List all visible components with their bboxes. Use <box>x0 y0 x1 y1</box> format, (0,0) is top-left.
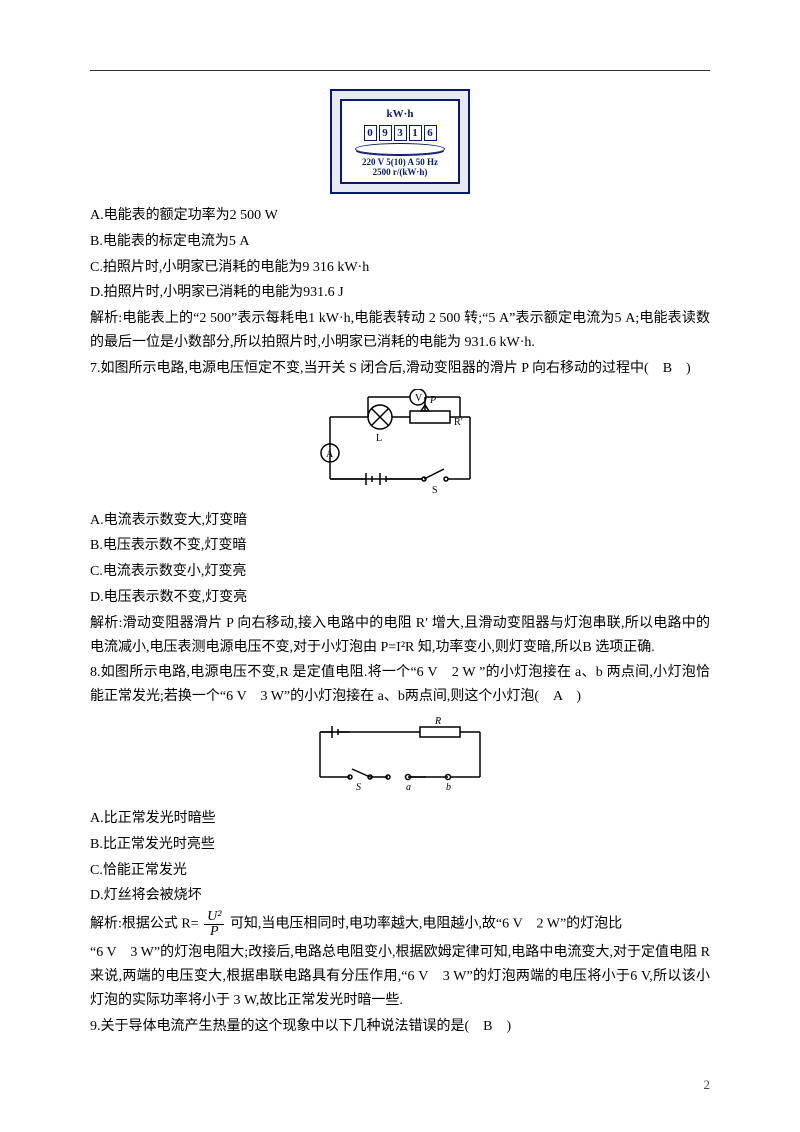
q8-option-a: A.比正常发光时暗些 <box>90 807 710 831</box>
q8-circuit-wrapper: R b a S <box>90 717 710 797</box>
q8-formula-denominator: P <box>204 925 224 939</box>
svg-text:R: R <box>434 717 441 727</box>
q7-option-c: C.电流表示数变小,灯变亮 <box>90 560 710 584</box>
meter-outer: kW·h 0 9 3 1 6 220 V 5(10) A 50 Hz 2500 … <box>330 89 470 194</box>
q7-circuit-svg: L R′ P V A S <box>310 389 490 499</box>
svg-text:b: b <box>446 782 451 793</box>
q7-stem: 7.如图所示电路,电源电压恒定不变,当开关 S 闭合后,滑动变阻器的滑片 P 向… <box>90 357 710 381</box>
q6-option-d: D.拍照片时,小明家已消耗的电能为931.6 J <box>90 281 710 305</box>
svg-text:V: V <box>415 393 423 404</box>
q6-explanation: 解析:电能表上的“2 500”表示每耗电1 kW·h,电能表转动 2 500 转… <box>90 307 710 355</box>
meter-digit: 1 <box>409 125 422 141</box>
meter-digit: 0 <box>364 125 377 141</box>
q8-option-c: C.恰能正常发光 <box>90 859 710 883</box>
svg-text:S: S <box>432 485 438 496</box>
q6-option-c: C.拍照片时,小明家已消耗的电能为9 316 kW·h <box>90 256 710 280</box>
meter-digit: 3 <box>394 125 407 141</box>
q8-explanation-rest: “6 V 3 W”的灯泡电阻大;改接后,电路总电阻变小,根据欧姆定律可知,电路中… <box>90 941 710 1012</box>
q6-option-b: B.电能表的标定电流为5 A <box>90 230 710 254</box>
q6-option-a: A.电能表的额定功率为2 500 W <box>90 204 710 228</box>
q7-option-a: A.电流表示数变大,灯变暗 <box>90 509 710 533</box>
q8-option-b: B.比正常发光时亮些 <box>90 833 710 857</box>
svg-text:A: A <box>326 449 334 460</box>
svg-text:L: L <box>376 433 382 444</box>
top-rule <box>90 70 710 71</box>
q8-stem: 8.如图所示电路,电源电压不变,R 是定值电阻.将一个“6 V 2 W ”的小灯… <box>90 661 710 709</box>
q8-explanation-line1: 解析:根据公式 R= U² P 可知,当电压相同时,电功率越大,电阻越小,故“6… <box>90 910 710 939</box>
q7-option-d: D.电压表示数不变,灯变亮 <box>90 586 710 610</box>
meter-spec-line: 220 V 5(10) A 50 Hz <box>362 157 438 168</box>
meter-spec-line: 2500 r/(kW·h) <box>362 167 438 178</box>
q8-circuit-svg: R b a S <box>300 717 500 797</box>
meter-figure-wrapper: kW·h 0 9 3 1 6 220 V 5(10) A 50 Hz 2500 … <box>90 89 710 194</box>
q8-option-d: D.灯丝将会被烧坏 <box>90 884 710 908</box>
q9-stem: 9.关于导体电流产生热量的这个现象中以下几种说法错误的是( B ) <box>90 1015 710 1039</box>
meter-digit: 9 <box>379 125 392 141</box>
meter-unit: kW·h <box>387 105 414 124</box>
page-number: 2 <box>704 1074 711 1096</box>
q8-formula: U² P <box>204 910 224 939</box>
svg-text:R′: R′ <box>454 417 463 428</box>
svg-text:a: a <box>406 782 411 793</box>
q7-circuit-wrapper: L R′ P V A S <box>90 389 710 499</box>
q8-expl-mid: 可知,当电压相同时,电功率越大,电阻越小,故“6 V 2 W”的灯泡比 <box>230 917 622 932</box>
q8-formula-numerator: U² <box>204 910 224 925</box>
meter-digits: 0 9 3 1 6 <box>364 125 437 141</box>
meter-digit: 6 <box>424 125 437 141</box>
svg-text:S: S <box>356 782 361 793</box>
meter-inner: kW·h 0 9 3 1 6 220 V 5(10) A 50 Hz 2500 … <box>340 99 460 184</box>
q7-explanation: 解析:滑动变阻器滑片 P 向右移动,接入电路中的电阻 R′ 增大,且滑动变阻器与… <box>90 612 710 660</box>
meter-spec: 220 V 5(10) A 50 Hz 2500 r/(kW·h) <box>362 157 438 179</box>
q8-expl-pre: 解析:根据公式 R= <box>90 917 199 932</box>
meter-disc <box>355 143 445 155</box>
q7-option-b: B.电压表示数不变,灯变暗 <box>90 534 710 558</box>
